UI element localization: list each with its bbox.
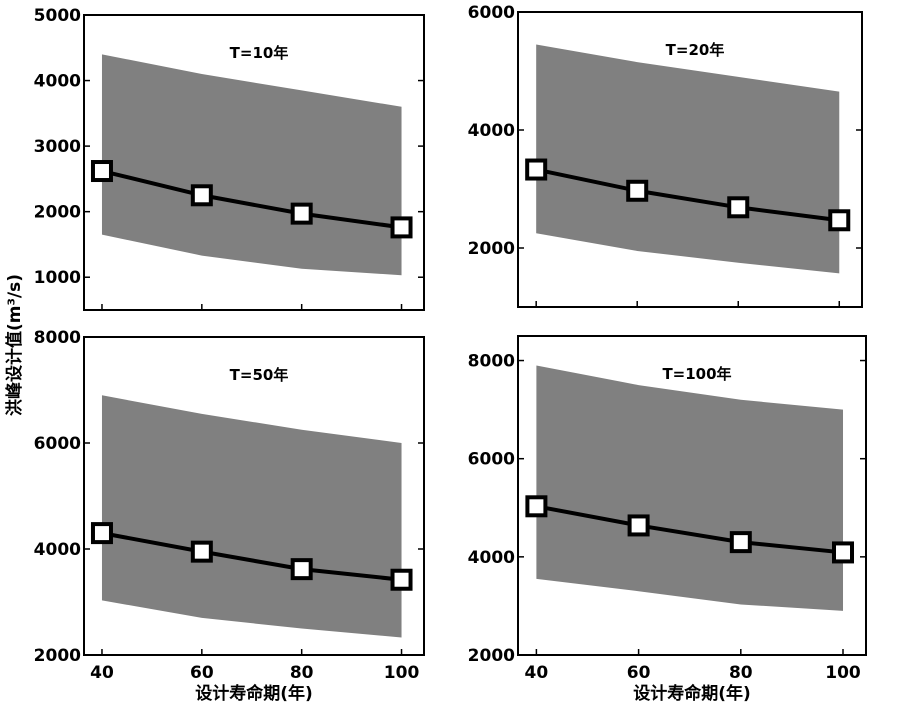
y-tick-label: 6000 [468, 450, 515, 470]
y-tick-label: 6000 [468, 3, 515, 23]
data-point-marker [390, 568, 413, 591]
y-tick-label: 4000 [468, 548, 515, 568]
subplot-title: T=20年 [666, 41, 725, 59]
y-tick-label: 3000 [34, 137, 81, 157]
data-point-marker [525, 495, 548, 518]
data-point-marker [729, 531, 752, 554]
data-point-marker [290, 558, 313, 581]
data-point-marker [90, 160, 113, 183]
y-axis-label: 洪峰设计值(m³/s) [4, 274, 25, 416]
data-point-marker [90, 522, 113, 545]
y-tick-label: 4000 [34, 72, 81, 92]
x-tick-label: 40 [525, 663, 549, 683]
subplot-title: T=100年 [662, 365, 731, 383]
x-tick-label: 100 [384, 663, 420, 683]
series-line-3 [101, 531, 402, 582]
y-tick-label: 5000 [34, 6, 81, 26]
y-tick-label: 1000 [34, 268, 81, 288]
x-tick-label: 40 [90, 663, 114, 683]
x-tick-label: 80 [729, 663, 753, 683]
subplot-title: T=10年 [230, 44, 289, 62]
x-tick-label: 60 [190, 663, 214, 683]
data-point-marker [290, 202, 313, 225]
data-point-marker [832, 541, 855, 564]
data-point-marker [828, 209, 851, 232]
data-point-marker [626, 179, 649, 202]
x-tick-label: 60 [627, 663, 651, 683]
data-point-marker [627, 514, 650, 537]
x-axis-label-right: 设计寿命期(年) [633, 683, 751, 704]
data-point-marker [727, 196, 750, 219]
y-tick-label: 6000 [34, 434, 81, 454]
y-tick-label: 2000 [468, 239, 515, 259]
y-tick-label: 4000 [34, 540, 81, 560]
x-tick-label: 80 [290, 663, 314, 683]
uncertainty-band-3 [101, 395, 402, 638]
axes-frame-4 [517, 335, 867, 656]
data-point-marker [390, 216, 413, 239]
y-tick-label: 2000 [468, 646, 515, 666]
y-tick-label: 4000 [468, 121, 515, 141]
series-line-4 [536, 504, 844, 555]
uncertainty-band-2 [536, 44, 840, 274]
x-tick-label: 100 [825, 663, 861, 683]
uncertainty-band-4 [536, 365, 844, 611]
data-point-marker [525, 158, 548, 181]
y-tick-label: 2000 [34, 203, 81, 223]
series-line-2 [535, 167, 840, 223]
data-point-marker [190, 540, 213, 563]
uncertainty-band-1 [101, 54, 402, 276]
subplot-title: T=50年 [230, 366, 289, 384]
x-axis-label-left: 设计寿命期(年) [195, 683, 313, 704]
axes-frame-2 [517, 11, 863, 308]
y-tick-label: 8000 [34, 328, 81, 348]
axes-frame-1 [83, 14, 425, 311]
y-tick-label: 2000 [34, 646, 81, 666]
axes-frame-3 [83, 336, 425, 656]
data-point-marker [190, 184, 213, 207]
y-tick-label: 8000 [468, 352, 515, 372]
series-line-1 [101, 169, 402, 230]
